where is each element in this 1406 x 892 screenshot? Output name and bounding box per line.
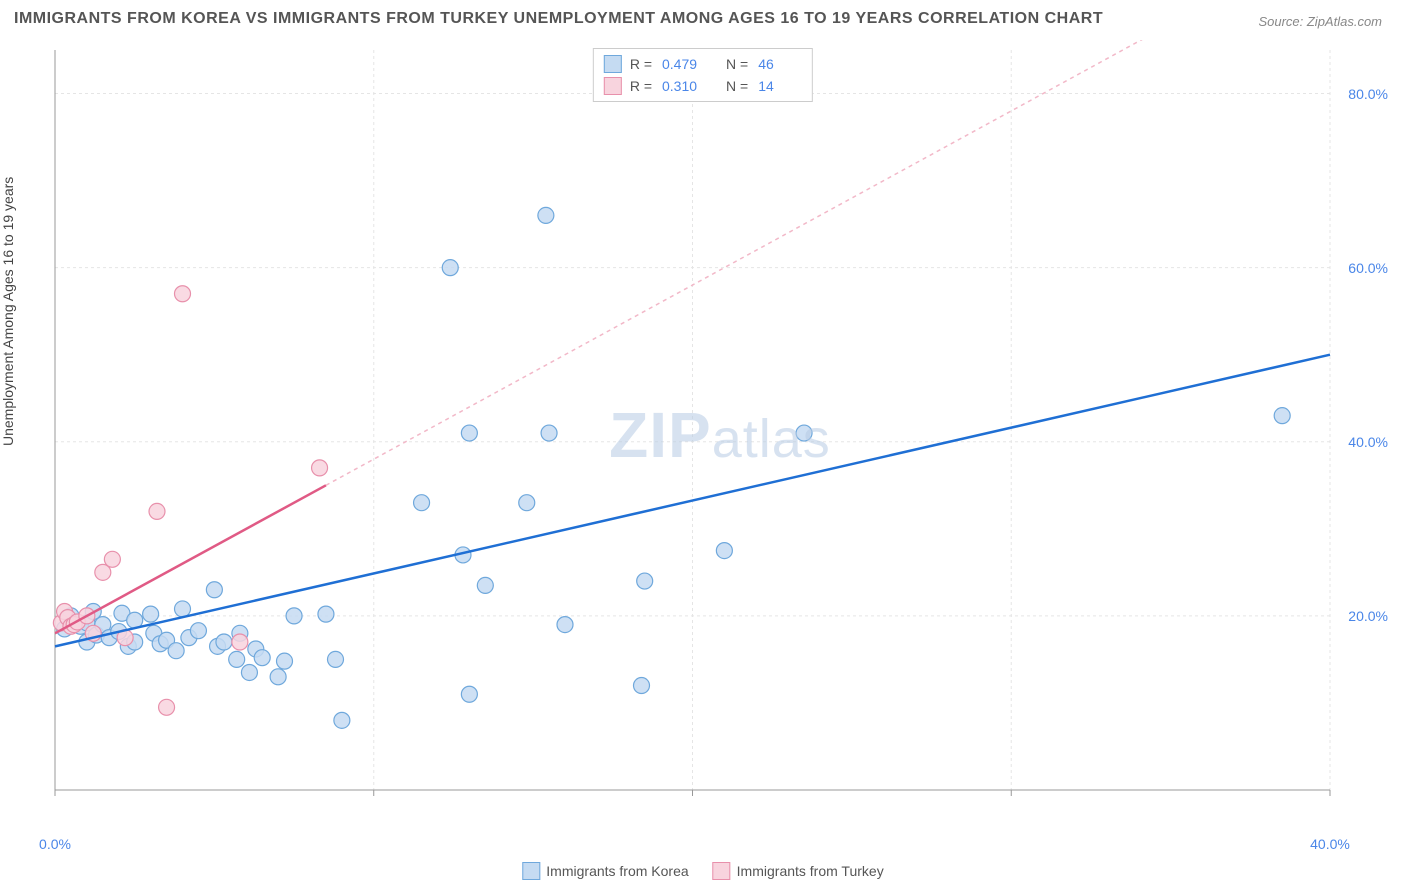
legend-item: Immigrants from Turkey (713, 862, 884, 880)
chart-area: ZIPatlas (50, 40, 1390, 830)
x-tick-label: 40.0% (1310, 836, 1350, 852)
legend-item: Immigrants from Korea (522, 862, 688, 880)
legend-n-value: 46 (758, 53, 802, 75)
source-label: Source: ZipAtlas.com (1258, 14, 1382, 29)
legend-r-value: 0.479 (662, 53, 706, 75)
legend-row: R = 0.310 N = 14 (604, 75, 802, 97)
legend-label: Immigrants from Korea (546, 863, 688, 879)
legend-swatch (522, 862, 540, 880)
y-tick-label: 80.0% (1348, 86, 1388, 102)
y-tick-label: 40.0% (1348, 434, 1388, 450)
series-legend: Immigrants from Korea Immigrants from Tur… (522, 862, 883, 880)
legend-r-label: R = (630, 53, 652, 75)
legend-r-label: R = (630, 75, 652, 97)
x-tick-label: 0.0% (39, 836, 71, 852)
y-axis-label: Unemployment Among Ages 16 to 19 years (0, 177, 16, 446)
scatter-chart (50, 40, 1390, 830)
legend-row: R = 0.479 N = 46 (604, 53, 802, 75)
page-title: IMMIGRANTS FROM KOREA VS IMMIGRANTS FROM… (14, 10, 1103, 28)
y-tick-label: 60.0% (1348, 260, 1388, 276)
legend-n-label: N = (726, 75, 748, 97)
y-tick-label: 20.0% (1348, 608, 1388, 624)
legend-label: Immigrants from Turkey (737, 863, 884, 879)
legend-swatch (604, 77, 622, 95)
legend-swatch (604, 55, 622, 73)
legend-n-label: N = (726, 53, 748, 75)
correlation-legend: R = 0.479 N = 46 R = 0.310 N = 14 (593, 48, 813, 102)
legend-r-value: 0.310 (662, 75, 706, 97)
legend-swatch (713, 862, 731, 880)
legend-n-value: 14 (758, 75, 802, 97)
